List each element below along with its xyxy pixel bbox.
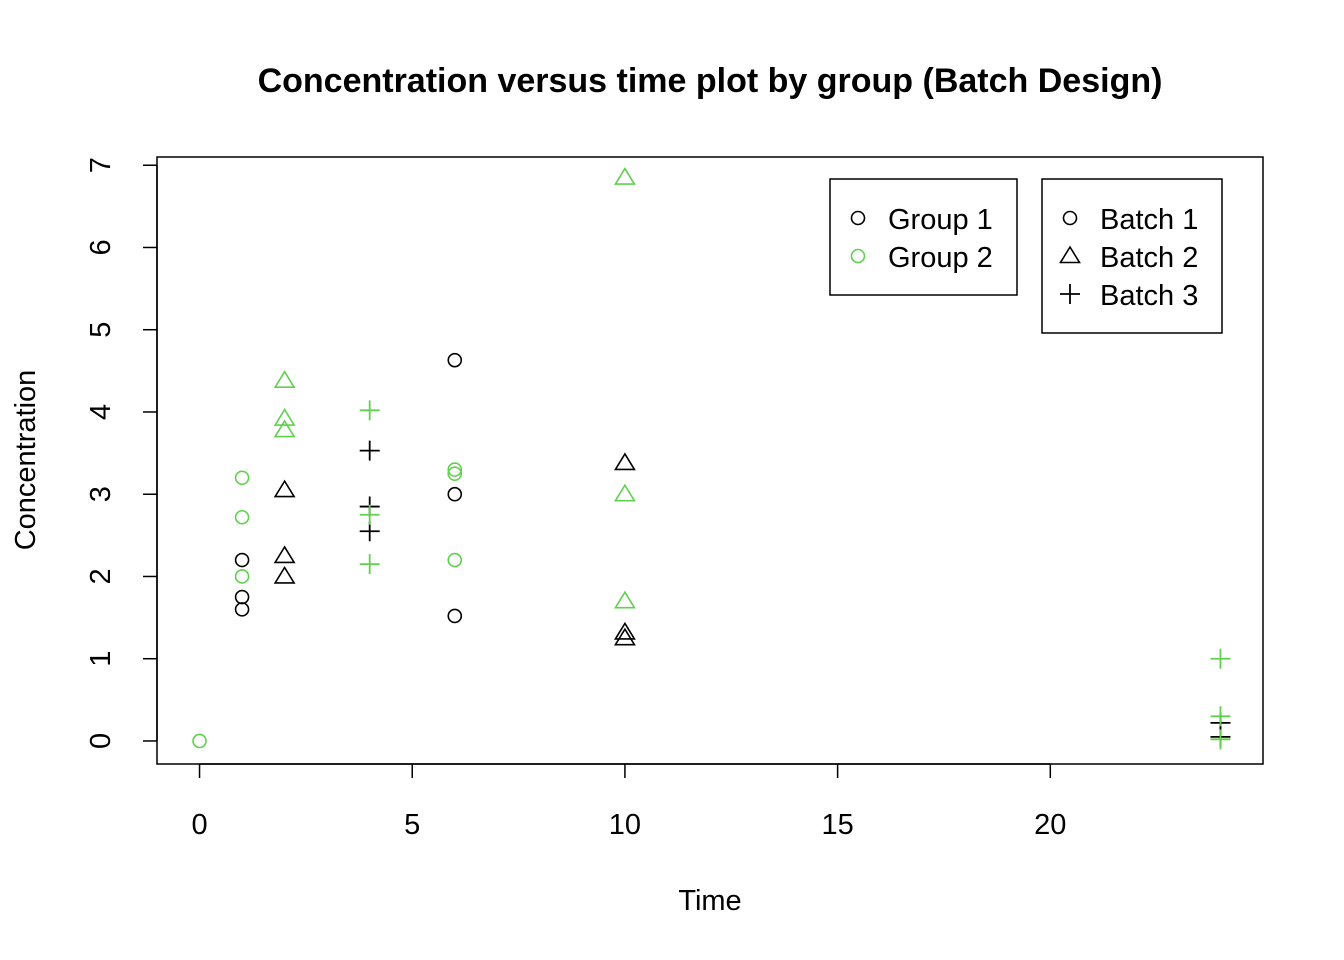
- legend-label: Group 2: [888, 242, 993, 274]
- data-point: [613, 452, 636, 471]
- data-point: [447, 552, 463, 568]
- data-point: [234, 602, 250, 617]
- x-axis-label: Time: [678, 885, 741, 917]
- chart-title: Concentration versus time plot by group …: [258, 62, 1163, 100]
- y-tick-label: 6: [85, 239, 117, 255]
- data-points: [192, 167, 1231, 750]
- data-point: [1210, 648, 1231, 669]
- data-point: [273, 419, 296, 438]
- y-tick-label: 5: [85, 322, 117, 338]
- data-point: [273, 370, 296, 389]
- data-point: [613, 621, 636, 640]
- y-axis-label: Concentration: [10, 370, 42, 551]
- legend-label: Group 1: [888, 204, 993, 236]
- legend-label: Batch 1: [1100, 204, 1198, 236]
- data-point: [613, 483, 636, 502]
- data-point: [447, 466, 463, 481]
- data-point: [613, 627, 636, 646]
- legend-symbol: [1060, 284, 1080, 304]
- legend-batch: Batch 1 Batch 2 Batch 3: [1041, 178, 1223, 334]
- data-point: [1210, 729, 1231, 750]
- data-point: [359, 504, 380, 525]
- data-point: [273, 545, 296, 564]
- data-point: [273, 479, 296, 498]
- data-point: [613, 590, 636, 609]
- legend-group-box: [829, 178, 1018, 296]
- x-axis: 0 5 10 15 20: [191, 763, 1066, 841]
- data-point: [234, 552, 250, 568]
- x-tick-label: 15: [821, 809, 853, 841]
- data-point: [234, 509, 250, 525]
- data-point: [359, 554, 380, 575]
- y-tick-label: 7: [85, 157, 117, 173]
- y-axis: 0 1 2 3 4 5 6 7: [85, 157, 158, 749]
- data-point: [447, 352, 463, 368]
- data-point: [234, 589, 250, 605]
- y-tick-label: 0: [85, 733, 117, 749]
- legend-symbol: [1062, 210, 1078, 226]
- x-tick-label: 10: [609, 809, 641, 841]
- x-tick-label: 0: [191, 809, 207, 841]
- y-tick-label: 4: [85, 404, 117, 420]
- x-tick-label: 5: [404, 809, 420, 841]
- legend-symbol: [1059, 245, 1081, 264]
- data-point: [447, 462, 463, 477]
- legend-group: Group 1 Group 2: [829, 178, 1018, 296]
- data-point: [613, 167, 636, 185]
- data-point: [273, 565, 296, 584]
- legend-symbol: [850, 210, 866, 226]
- data-point: [192, 733, 207, 749]
- data-point: [359, 400, 380, 421]
- data-point: [359, 440, 380, 461]
- data-point: [447, 608, 463, 624]
- data-point: [447, 486, 463, 502]
- data-point: [273, 408, 296, 426]
- data-point: [1210, 706, 1231, 727]
- legend-batch-box: [1041, 178, 1223, 334]
- y-tick-label: 1: [85, 651, 117, 667]
- legend-label: Batch 3: [1100, 280, 1198, 312]
- legend-label: Batch 2: [1100, 242, 1198, 274]
- data-point: [234, 569, 250, 584]
- legend-symbol: [850, 248, 866, 264]
- data-point: [234, 470, 250, 486]
- y-tick-label: 2: [85, 568, 117, 584]
- y-tick-label: 3: [85, 486, 117, 502]
- x-tick-label: 20: [1034, 809, 1066, 841]
